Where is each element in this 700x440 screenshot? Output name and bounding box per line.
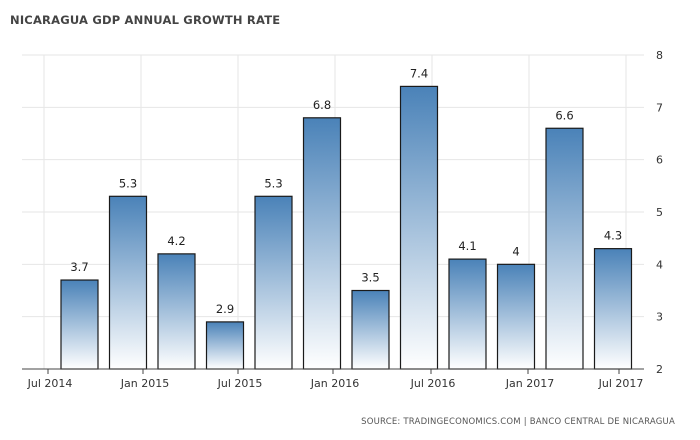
- bar-value-label: 6.6: [555, 108, 573, 122]
- x-tick-label: Jan 2016: [310, 377, 359, 390]
- y-tick-label: 3: [656, 311, 663, 324]
- bar-value-label: 3.7: [70, 260, 88, 274]
- x-tick-label: Jul 2015: [217, 377, 263, 390]
- x-tick-label: Jul 2016: [410, 377, 456, 390]
- bar: [254, 195, 293, 370]
- bar-value-label: 5.3: [264, 176, 282, 190]
- axes: 2 3 4 5 6 7 8 Jul 2014 Jan 2015 Jul 2015 Jan 2016 J…: [22, 49, 663, 390]
- x-tick-label: Jul 2017: [598, 377, 644, 390]
- data-labels: 3.7 5.3 4.2 2.9 5.3 6.8 3.5 7.4 4.1 4 6.6 4.3: [70, 66, 622, 316]
- bar-value-label: 7.4: [410, 66, 428, 80]
- bar: [545, 127, 584, 370]
- y-tick-label: 4: [656, 258, 663, 271]
- bar: [205, 321, 245, 370]
- bar: [157, 253, 196, 370]
- bar: [302, 117, 342, 370]
- bar: [496, 263, 536, 370]
- y-tick-label: 7: [656, 101, 663, 114]
- bar: [60, 279, 99, 370]
- x-tick-label: Jan 2015: [120, 377, 169, 390]
- y-tick-label: 6: [656, 154, 663, 167]
- bar-value-label: 2.9: [216, 302, 234, 316]
- bar: [448, 258, 487, 370]
- bar-value-label: 4.1: [458, 239, 476, 253]
- x-tick-label: Jan 2017: [505, 377, 554, 390]
- bar-value-label: 4.2: [167, 234, 185, 248]
- bar-value-label: 3.5: [361, 271, 379, 285]
- x-tick-label: Jul 2014: [27, 377, 73, 390]
- bar-value-label: 4.3: [604, 229, 622, 243]
- bar: [593, 248, 633, 370]
- bars: [60, 85, 633, 370]
- y-tick-label: 2: [656, 363, 663, 376]
- y-tick-label: 8: [656, 49, 663, 62]
- source-note: SOURCE: TRADINGECONOMICS.COM | BANCO CEN…: [361, 417, 675, 427]
- bar: [399, 85, 439, 370]
- bar-value-label: 4: [512, 244, 519, 258]
- y-tick-label: 5: [656, 206, 663, 219]
- bar-value-label: 5.3: [119, 176, 137, 190]
- bar: [351, 289, 390, 370]
- bar-value-label: 6.8: [313, 98, 331, 112]
- bar: [108, 195, 148, 370]
- chart-title: NICARAGUA GDP ANNUAL GROWTH RATE: [10, 13, 281, 27]
